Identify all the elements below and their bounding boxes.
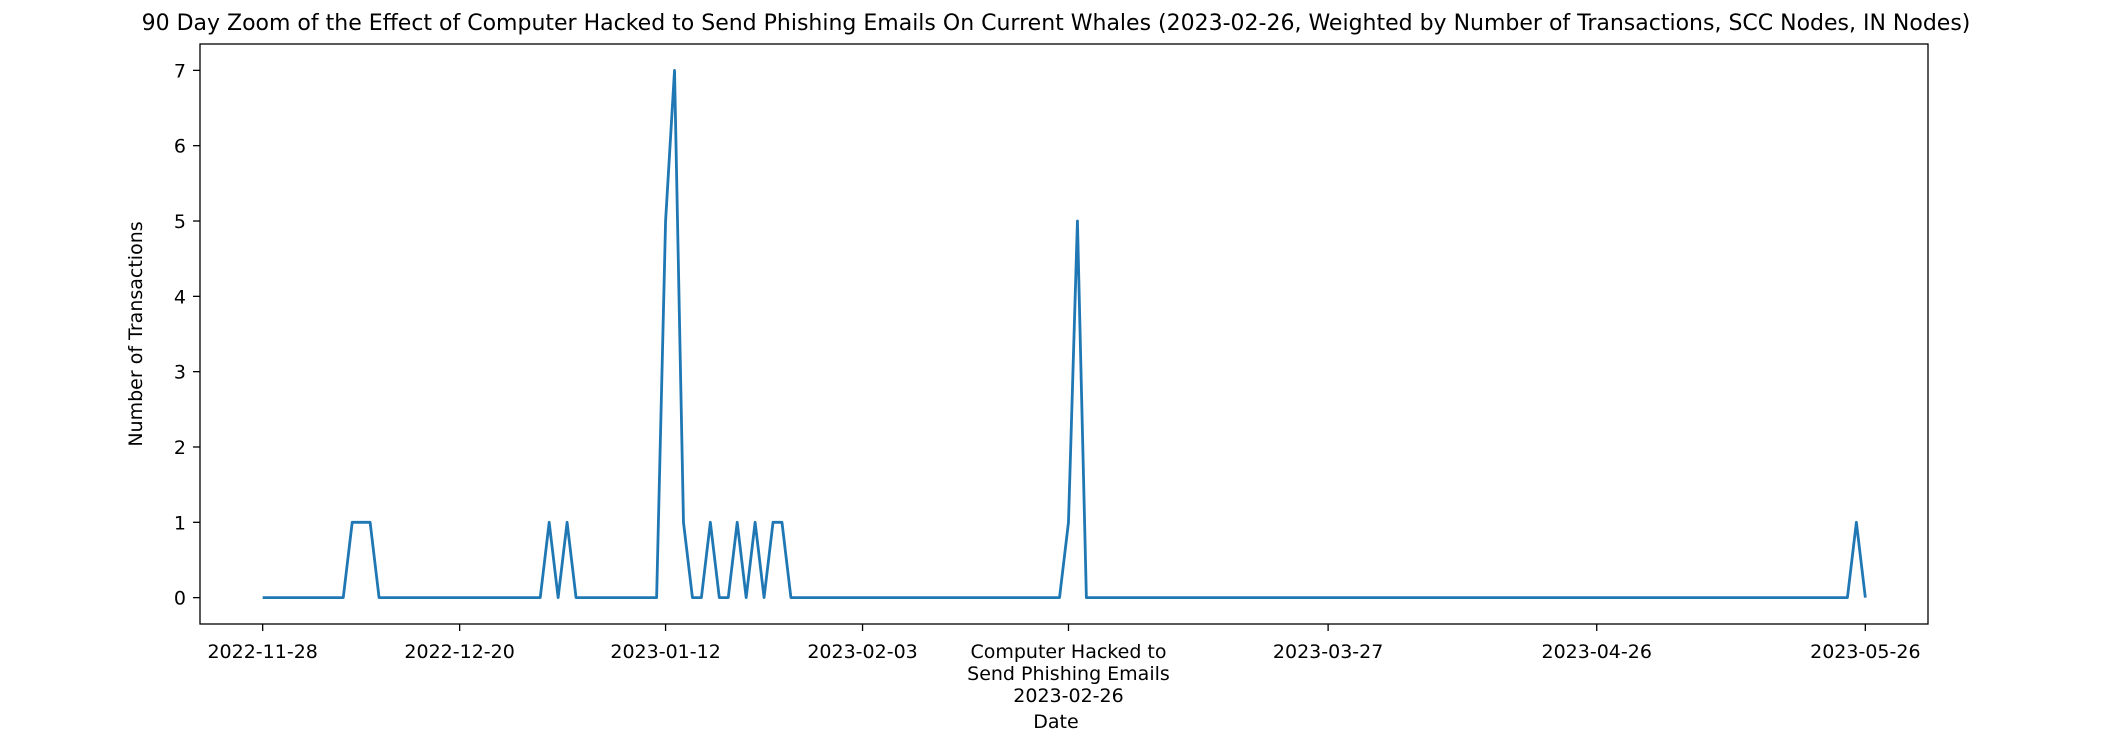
x-tick-label: 2022-11-28	[207, 641, 317, 663]
x-tick-label: 2023-02-03	[807, 641, 917, 663]
x-axis-label: Date	[1033, 711, 1078, 733]
axes-frame	[199, 43, 1929, 625]
y-tick-label: 6	[174, 136, 186, 158]
x-tick-label: Computer Hacked to Send Phishing Emails 20…	[967, 641, 1170, 707]
y-tick-label: 5	[174, 211, 186, 233]
y-tick-label: 0	[174, 588, 186, 610]
x-tick-label: 2022-12-20	[404, 641, 514, 663]
y-tick-label: 3	[174, 362, 186, 384]
x-tick-label: 2023-01-12	[610, 641, 720, 663]
x-tick-label: 2023-04-26	[1542, 641, 1652, 663]
chart-title: 90 Day Zoom of the Effect of Computer Ha…	[142, 11, 1971, 36]
x-tick-label: 2023-05-26	[1810, 641, 1920, 663]
y-axis-label: Number of Transactions	[125, 221, 147, 446]
series-line	[262, 68, 1867, 600]
x-axis: 2022-11-28 2022-12-20 2023-01-12 2023-02-03…	[207, 624, 1921, 707]
y-tick-label: 7	[174, 60, 186, 82]
y-tick-label: 4	[174, 286, 186, 308]
y-tick-label: 1	[174, 512, 186, 534]
y-tick-label: 2	[174, 437, 186, 459]
x-tick-label: 2023-03-27	[1273, 641, 1383, 663]
y-axis: 0 1 2 3 4 5 6 7	[174, 60, 200, 610]
